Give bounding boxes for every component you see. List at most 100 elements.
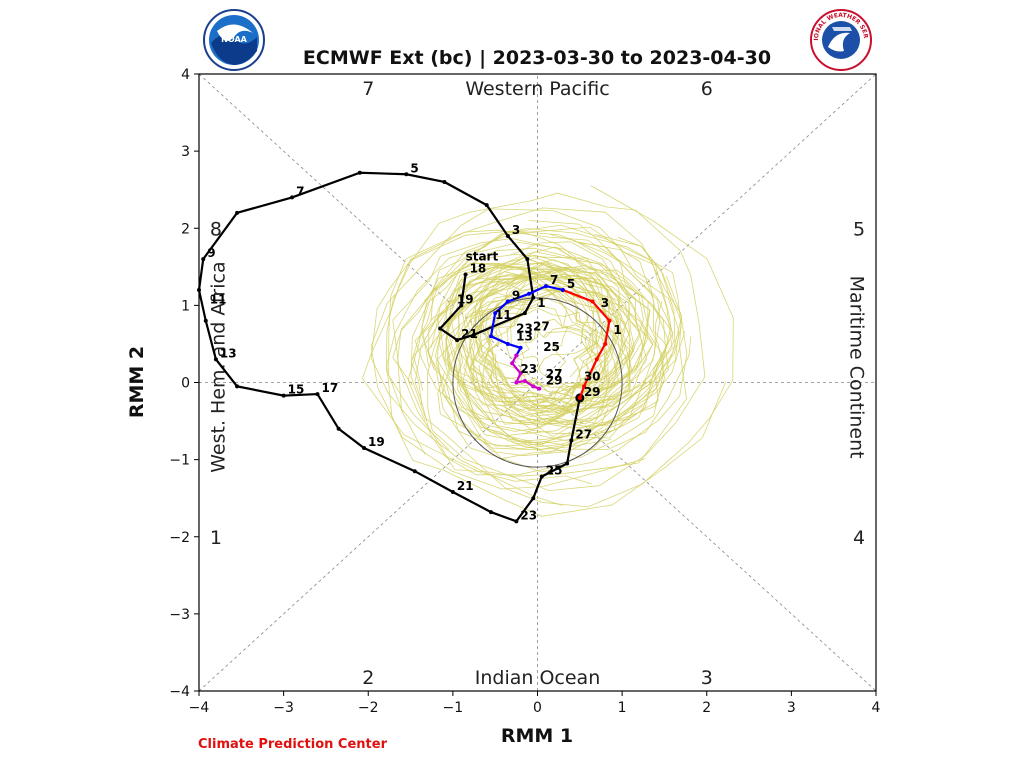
y-tick-label: 2 xyxy=(181,221,190,237)
observed-line-point xyxy=(336,426,341,431)
amplitude-one-circle xyxy=(452,297,623,468)
chart-title: ECMWF Ext (bc) | 2023-03-30 to 2023-04-3… xyxy=(303,47,771,69)
forecast-day-label: 11 xyxy=(495,308,512,322)
credit-text: Climate Prediction Center xyxy=(198,737,387,752)
forecast-day-label: 5 xyxy=(567,277,575,291)
ensemble-member-line xyxy=(427,251,663,450)
region-label-indian-ocean: Indian Ocean xyxy=(475,667,601,689)
forecast-week2-line-point xyxy=(493,311,498,316)
phase-number-6: 6 xyxy=(701,78,713,100)
y-tick-label: −2 xyxy=(169,530,190,546)
forecast-day-label: 29 xyxy=(546,373,563,387)
forecast-week2-line-point xyxy=(543,284,548,289)
y-tick-label: 3 xyxy=(181,144,190,160)
observed-line-point xyxy=(450,490,455,495)
observed-line-point xyxy=(290,195,295,200)
forecast-week1-line-point xyxy=(582,384,587,389)
phase-number-2: 2 xyxy=(362,667,374,689)
observed-line-point xyxy=(235,384,240,389)
forecast-day-label: 23 xyxy=(520,362,537,376)
forecast-week1-line-point xyxy=(577,395,582,400)
x-axis-label: RMM 1 xyxy=(501,725,573,747)
ensemble-member-line xyxy=(414,256,692,460)
forecast-week2-line-point xyxy=(527,291,532,296)
observed-line-point xyxy=(404,172,409,177)
y-tick-label: 1 xyxy=(181,298,190,314)
region-label-maritime-continent: Maritime Continent xyxy=(846,276,868,459)
x-tick-label: −2 xyxy=(358,700,379,716)
ensemble-member-line xyxy=(385,192,706,492)
forecast-week3-line-point xyxy=(514,380,519,385)
observed-line-point xyxy=(235,210,240,215)
forecast-week2-line-point xyxy=(518,345,523,350)
observed-line-point xyxy=(514,519,519,524)
forecast-week2-line-point xyxy=(505,299,510,304)
ensemble-member-line xyxy=(478,295,587,380)
observed-line-point xyxy=(281,393,286,398)
observed-line-point xyxy=(463,272,468,277)
forecast-week1-line-point xyxy=(590,299,595,304)
forecast-week2-line-point xyxy=(505,341,510,346)
observed-line-point xyxy=(531,295,536,300)
ensemble-member-line xyxy=(370,230,674,506)
forecast-day-label: 3 xyxy=(601,296,609,310)
ensemble-member-line xyxy=(430,247,631,415)
start-label: start xyxy=(466,250,499,264)
ensemble-member-line xyxy=(444,240,668,425)
observed-line-point xyxy=(203,318,208,323)
ensemble-member-line xyxy=(467,276,609,425)
region-label-west-hem-africa: West. Hem. and Africa xyxy=(207,261,229,472)
x-tick-label: −4 xyxy=(189,700,210,716)
y-tick-label: −3 xyxy=(169,607,190,623)
observed-line-point xyxy=(484,203,489,208)
observed-day-label: 1 xyxy=(537,296,545,310)
forecast-day-label: 1 xyxy=(613,323,621,337)
phase-number-labels: 7 68 51 42 3 xyxy=(210,78,865,689)
forecast-week3-line-point xyxy=(510,361,515,366)
observed-day-label: 15 xyxy=(288,383,305,397)
observed-line-point xyxy=(459,303,464,308)
forecast-week3-line-point xyxy=(531,384,536,389)
nws-logo-icon: NATIONAL WEATHER SERVICE xyxy=(810,9,872,71)
observed-line-point xyxy=(362,446,367,451)
observed-line-point xyxy=(505,233,510,238)
observed-line-point xyxy=(442,179,447,184)
observed-line-point xyxy=(488,510,493,515)
observed-line-point xyxy=(357,170,362,175)
observed-line-point xyxy=(565,461,570,466)
forecast-week1-line-point xyxy=(603,341,608,346)
x-tick-label: 2 xyxy=(702,700,711,716)
forecast-day-label: 27 xyxy=(546,367,563,381)
observed-day-label: 11 xyxy=(210,292,227,306)
x-tick-label: 3 xyxy=(787,700,796,716)
ensemble-member-line xyxy=(510,307,610,384)
observed-trajectory xyxy=(197,170,585,524)
observed-day-label: 17 xyxy=(321,381,338,395)
y-axis-label: RMM 2 xyxy=(126,346,148,418)
ensemble-member-line xyxy=(370,208,675,490)
ensemble-member-line xyxy=(428,234,676,443)
observed-day-label: 3 xyxy=(512,223,520,237)
observed-line-point xyxy=(315,392,320,397)
observed-day-label: 25 xyxy=(546,464,563,478)
phase-number-8: 8 xyxy=(210,218,222,240)
observed-line-point xyxy=(522,311,527,316)
y-tick-label: 4 xyxy=(181,67,190,83)
ensemble-member-line xyxy=(445,241,672,436)
observed-day-label: 23 xyxy=(520,508,537,522)
y-axis-ticks: −4 −3 −2 −1 0 1 2 3 4 xyxy=(169,67,199,700)
observed-line-point xyxy=(438,326,443,331)
forecast-week3-line-point xyxy=(518,371,523,376)
observed-day-label: 18 xyxy=(470,262,487,276)
observed-line xyxy=(197,171,581,523)
ensemble-member-line xyxy=(485,220,661,413)
x-axis-ticks: −4 −3 −2 −1 0 1 2 3 4 xyxy=(189,691,881,716)
observed-day-label: 21 xyxy=(461,327,478,341)
y-tick-label: 0 xyxy=(181,376,190,392)
x-tick-label: 4 xyxy=(872,700,881,716)
forecast-day-label: 25 xyxy=(543,340,560,354)
observed-line-point xyxy=(455,338,460,343)
observed-day-label: 19 xyxy=(457,292,474,306)
noaa-logo-icon: NOAA xyxy=(203,9,265,71)
